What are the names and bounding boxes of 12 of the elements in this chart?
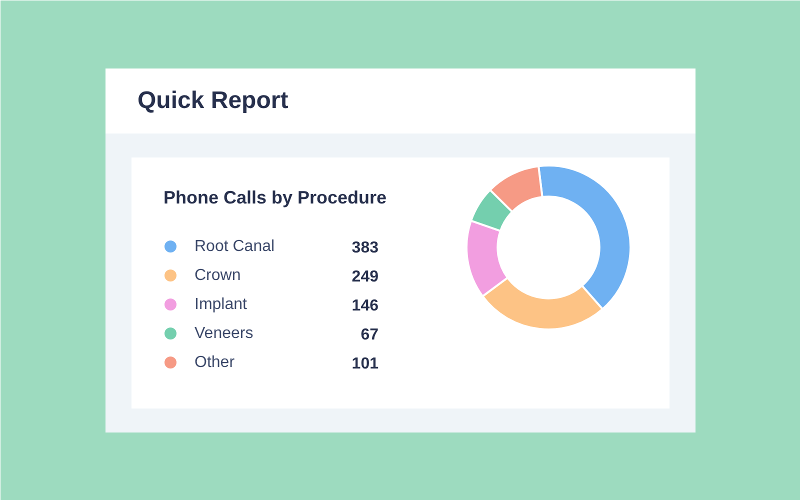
data-label: 249 (352, 268, 379, 286)
text: Phone Calls by Procedure (164, 188, 387, 208)
legend-label: Veneers (194, 325, 254, 342)
legend-label: Other (194, 354, 236, 371)
legend-label: Crown (194, 267, 241, 284)
data-label: 383 (352, 240, 379, 256)
data-label: 101 (352, 356, 379, 372)
data-label: 67 (360, 326, 379, 344)
legend-label: Root Canal (194, 238, 275, 255)
chart-title: Quick Report (138, 87, 288, 114)
legend-label: Implant (194, 296, 248, 313)
data-label: 146 (352, 298, 379, 314)
